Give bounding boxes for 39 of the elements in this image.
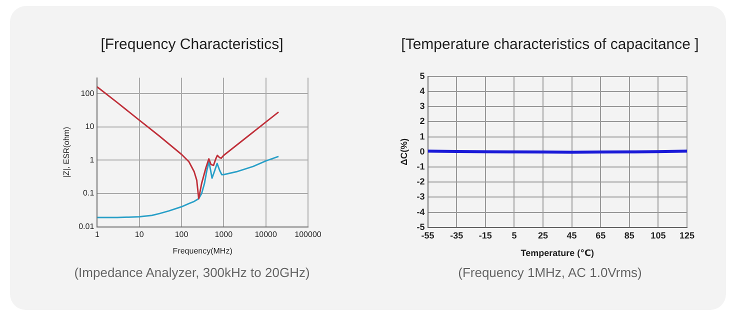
text: (Frequency 1MHz, AC 1.0Vrms) (457, 265, 643, 280)
x-tick-label: 10000 (254, 230, 278, 239)
x-tick-label: 100000 (294, 230, 322, 239)
y-tick-label: 0.1 (83, 188, 95, 198)
x-tick-label: 125 (679, 230, 695, 240)
y-tick-label: -5 (416, 222, 425, 232)
y-tick-label: 0 (420, 146, 425, 156)
x-tick-label: -15 (478, 230, 492, 240)
y-tick-label: 0.01 (78, 222, 95, 232)
y-axis-title: ΔC(%) (398, 138, 409, 166)
y-tick-label: 3 (420, 101, 425, 112)
chart-title: [Temperature characteristics of capacitance ] (400, 36, 700, 53)
x-tick-label: 45 (566, 230, 577, 240)
y-tick-label: 4 (420, 86, 425, 96)
x-tick-label: 5 (512, 230, 517, 240)
y-tick-label: -4 (416, 206, 425, 217)
x-tick-label: 85 (624, 230, 634, 240)
x-tick-label: 1000 (214, 230, 234, 239)
y-tick-label: -1 (416, 161, 425, 172)
x-tick-label: -55 (421, 230, 434, 240)
x-tick-label: 25 (538, 230, 548, 240)
y-tick-label: -2 (416, 176, 425, 187)
y-tick-label: -3 (416, 192, 425, 202)
y-tick-label: 1 (90, 155, 95, 164)
y-tick-label: 100 (80, 88, 95, 98)
y-tick-label: 5 (420, 70, 425, 81)
x-axis-title: Temperature (℃) (520, 248, 594, 258)
y-tick-label: 1 (420, 131, 425, 142)
y-axis-title: |Z|, ESR(ohm) (62, 126, 72, 178)
text: (Impedance Analyzer, 300kHz to 20GHz) (73, 265, 311, 280)
y-tick-label: 2 (420, 116, 425, 126)
x-tick-label: 105 (650, 230, 666, 240)
y-tick-label: 10 (85, 122, 95, 132)
x-axis-title: Frequency(MHz) (172, 246, 233, 256)
x-tick-label: -35 (450, 230, 464, 240)
x-tick-label: 100 (174, 230, 189, 239)
x-tick-label: 65 (596, 230, 606, 240)
chart-title: [Frequency Characteristics] (100, 36, 284, 53)
x-tick-label: 10 (134, 230, 144, 239)
